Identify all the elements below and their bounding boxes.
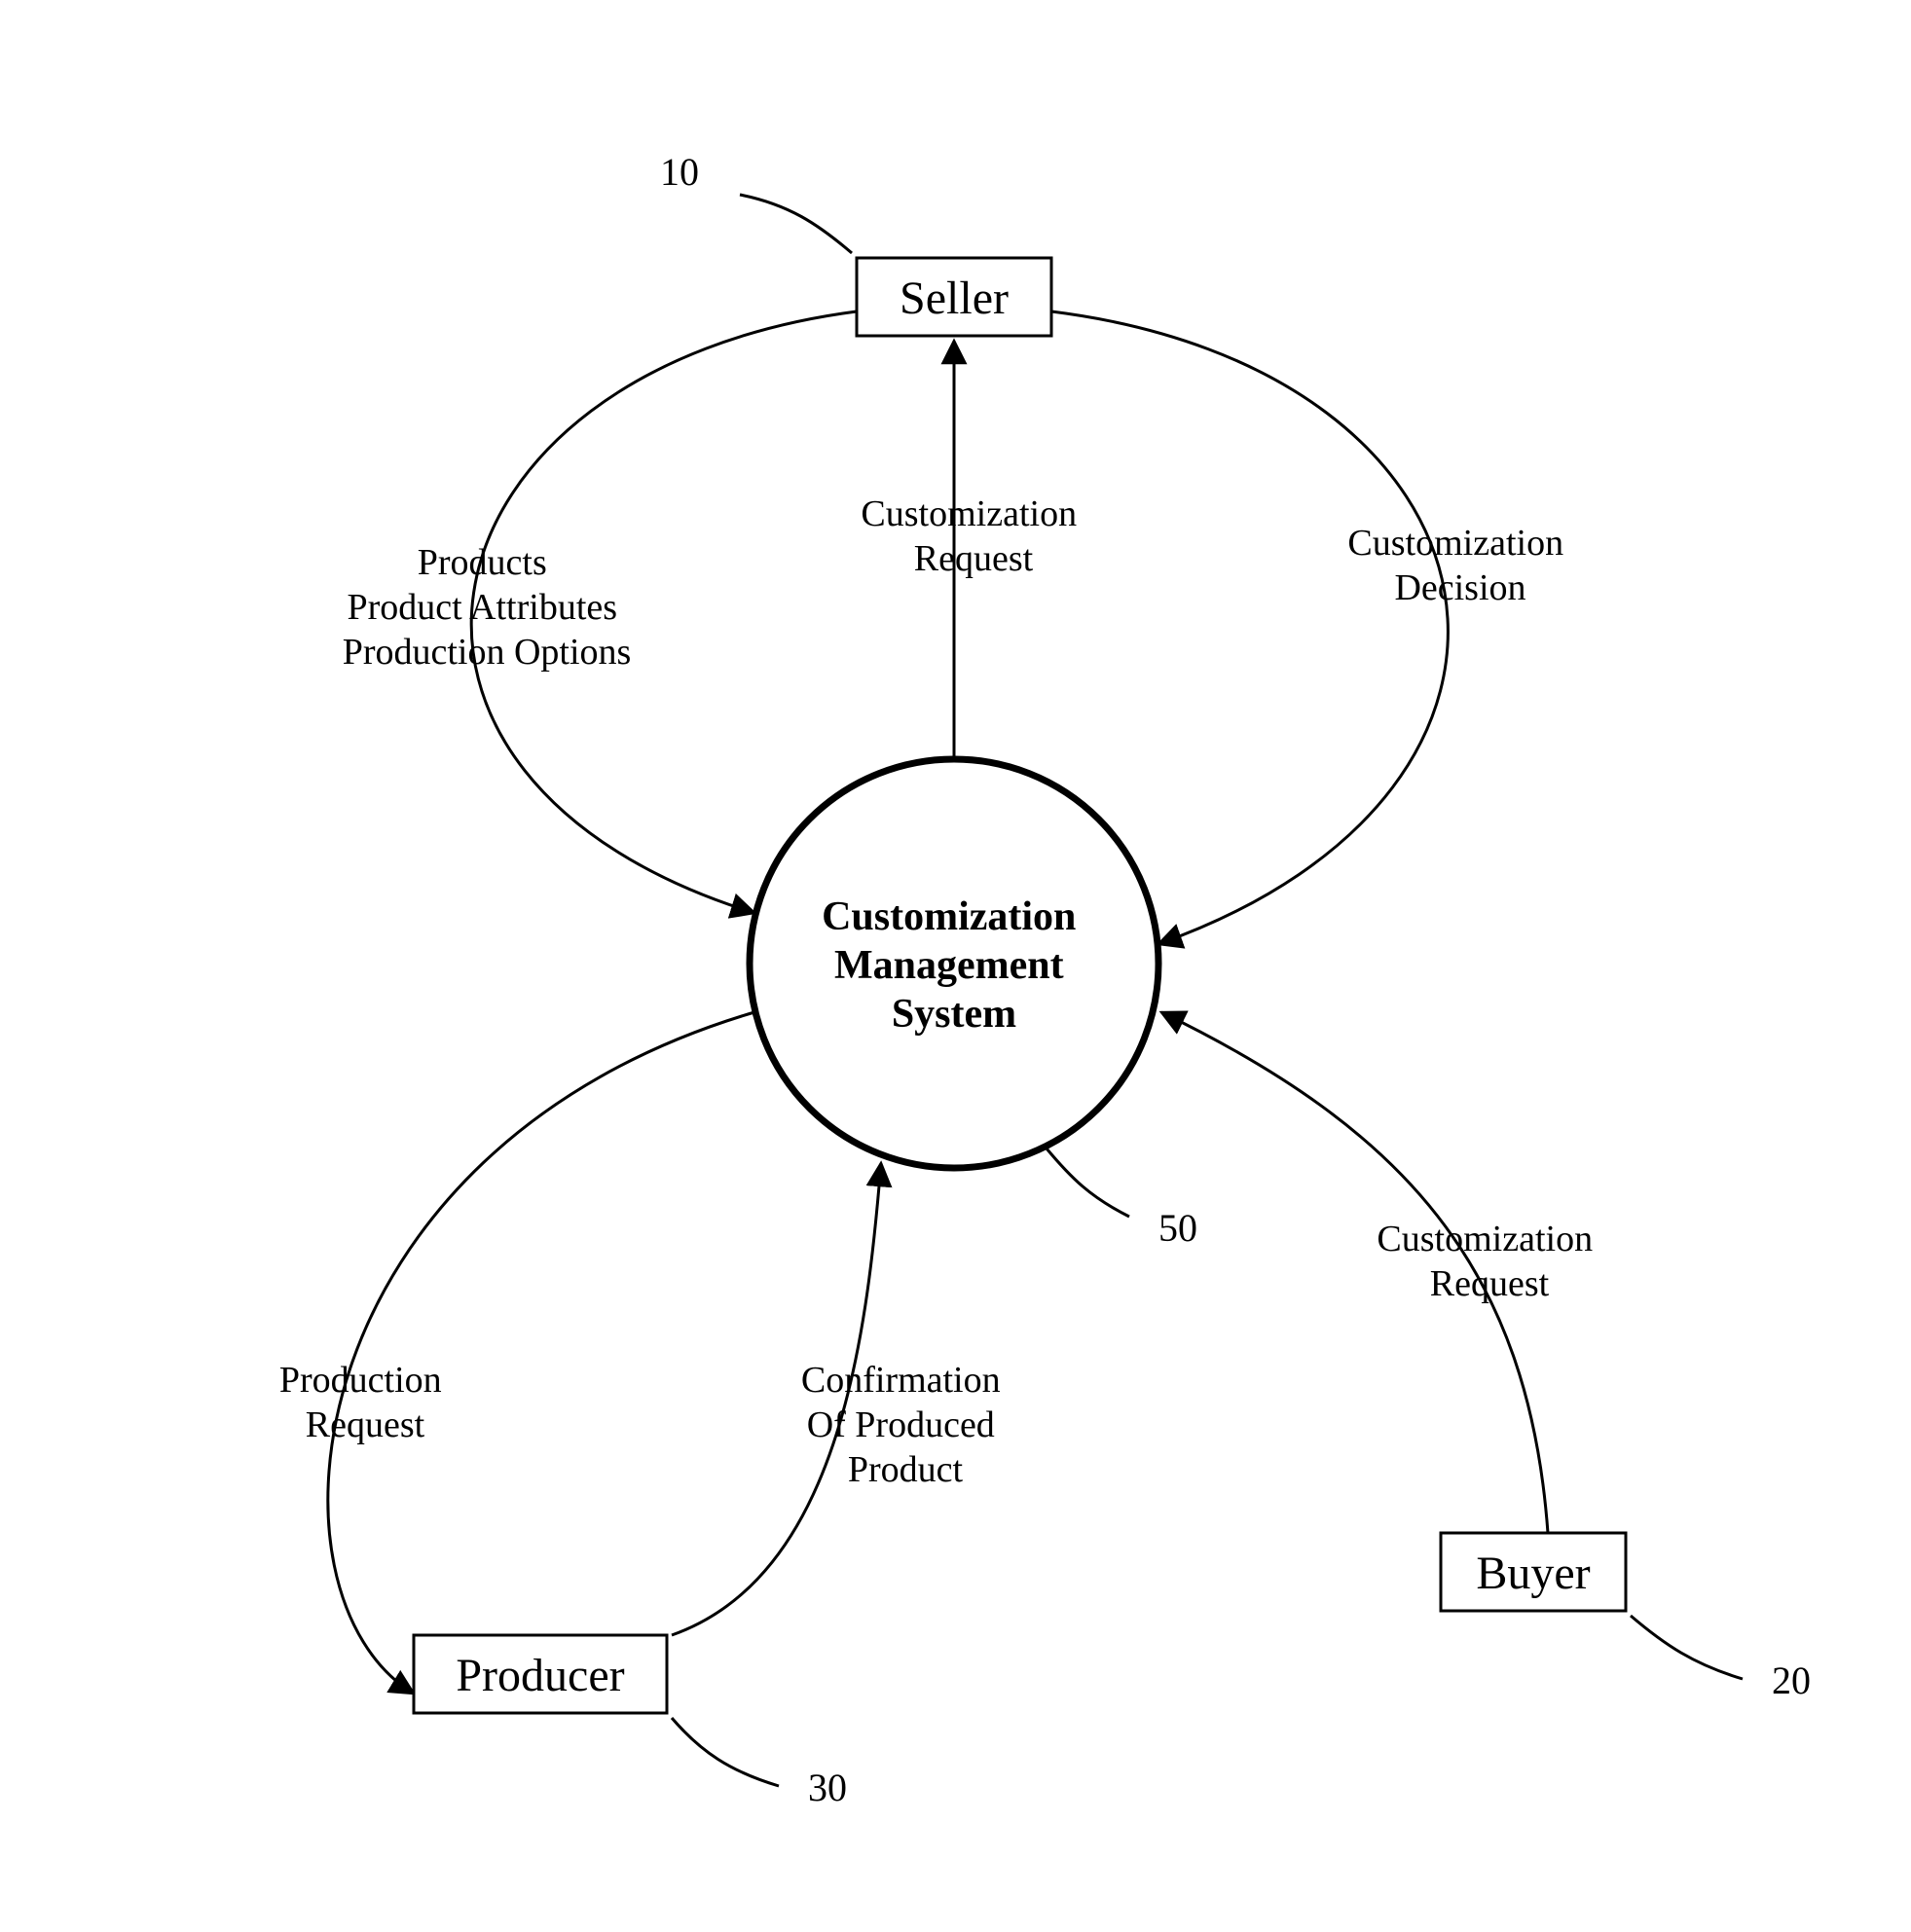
node-seller-label: Seller: [900, 273, 1009, 324]
label-buyer-request: Customization Request: [1377, 1219, 1601, 1304]
leader-buyer: [1631, 1616, 1743, 1679]
label-customization-decision: Customization Decision: [1347, 523, 1572, 608]
label-products: Products Product Attributes Production O…: [343, 542, 632, 673]
node-center: Customization Management System: [750, 759, 1158, 1168]
center-label-l1: Customization: [822, 894, 1076, 939]
center-label-l3: System: [892, 992, 1016, 1037]
ref-seller: 10: [660, 150, 699, 194]
center-label-l2: Management: [834, 943, 1064, 988]
node-producer-label: Producer: [456, 1650, 624, 1701]
edge-cms-to-producer-request: [328, 1012, 754, 1694]
ref-buyer: 20: [1772, 1659, 1811, 1702]
ref-center: 50: [1158, 1206, 1197, 1250]
node-buyer-label: Buyer: [1476, 1548, 1590, 1599]
ref-producer: 30: [808, 1766, 847, 1809]
node-seller: Seller: [857, 258, 1051, 336]
node-producer: Producer: [414, 1635, 667, 1713]
leader-producer: [672, 1718, 779, 1786]
label-confirmation: Confirmation Of Produced Product: [801, 1360, 1010, 1490]
diagram-canvas: Products Product Attributes Production O…: [0, 0, 1911, 1932]
label-production-request: Production Request: [279, 1360, 451, 1445]
leader-center: [1047, 1148, 1129, 1217]
label-cms-to-seller-request: Customization Request: [861, 493, 1085, 579]
node-buyer: Buyer: [1441, 1533, 1626, 1611]
leader-seller: [740, 195, 852, 253]
